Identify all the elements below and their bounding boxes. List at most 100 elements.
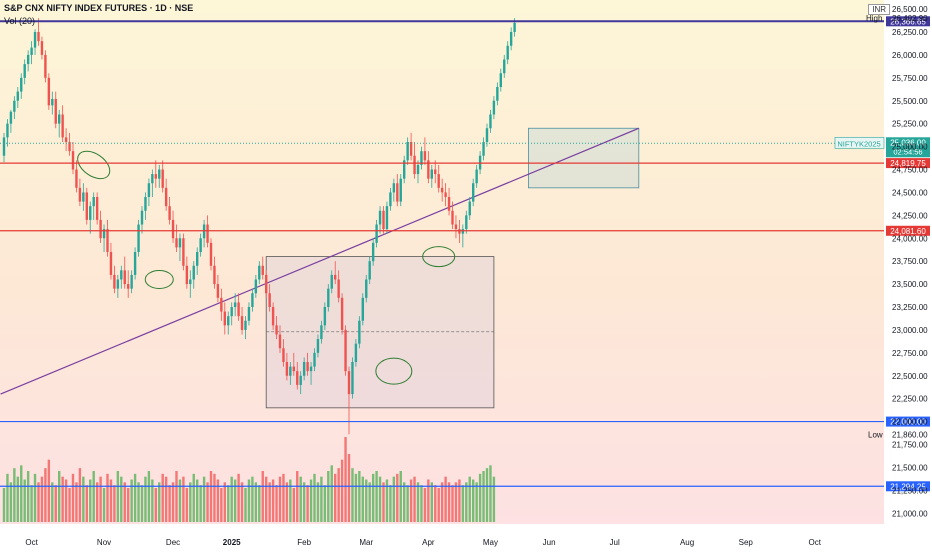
candle-body: [327, 288, 330, 307]
high-marker-label: High: [866, 14, 882, 23]
volume-bar: [233, 479, 237, 522]
candle-body: [2, 137, 6, 156]
y-tick-label: 25,750.00: [892, 74, 928, 83]
candle-body: [23, 64, 26, 78]
volume-bar: [223, 482, 226, 522]
volume-bar: [337, 468, 340, 522]
candle-body: [92, 197, 95, 207]
volume-bar: [323, 485, 327, 522]
candle-body: [216, 284, 220, 298]
candle-body: [220, 297, 223, 312]
x-tick-label: May: [483, 538, 498, 547]
candle-body: [375, 224, 378, 243]
volume-bar: [68, 488, 71, 522]
volume-bar: [175, 471, 178, 522]
volume-bar: [278, 476, 282, 522]
volume-bar: [396, 473, 399, 522]
volume-bar: [258, 485, 261, 522]
candle-body: [323, 307, 327, 326]
symbol-tag-label: NIFTYK2025: [837, 139, 880, 148]
volume-bar: [64, 479, 68, 522]
volume-bars: [2, 437, 496, 522]
candle-body: [313, 352, 316, 367]
volume-bar: [444, 476, 447, 522]
candle-body: [334, 274, 337, 280]
candle-body: [168, 206, 171, 220]
symbol-tag: [834, 136, 885, 149]
high-marker-value: 26,402.90: [892, 14, 928, 23]
volume-bar: [430, 482, 433, 522]
price-axis-background: [884, 0, 932, 550]
candle-body: [444, 192, 447, 197]
candle-body: [54, 98, 57, 124]
volume-bar: [427, 479, 430, 522]
volume-bar: [123, 482, 126, 522]
low-marker-value: 21,860.00: [892, 430, 928, 439]
volume-bar: [26, 471, 30, 522]
volume-bar: [113, 485, 116, 522]
candle-body: [178, 238, 182, 248]
volume-bar: [230, 476, 233, 522]
x-tick-label: Oct: [809, 538, 822, 547]
y-tick-label: 24,000.00: [892, 234, 928, 243]
volume-bar: [189, 482, 192, 522]
y-tick-label: 21,250.00: [892, 486, 928, 495]
price-axis[interactable]: 26,500.00 26,250.00 26,000.00 25,750.00 25,5…: [892, 5, 928, 518]
volume-bar: [58, 471, 61, 522]
candle-body: [33, 32, 37, 48]
volume-bar: [30, 485, 33, 522]
candle-body: [102, 229, 106, 239]
volume-bar: [382, 482, 385, 522]
candle-body: [237, 302, 240, 317]
candle-body: [44, 54, 47, 78]
candle-body: [171, 219, 175, 239]
candle-body: [71, 151, 75, 170]
volume-bar: [420, 485, 423, 522]
volume-bar: [13, 468, 16, 522]
candle-body: [361, 297, 364, 321]
candle-body: [513, 22, 516, 32]
candle-body: [413, 155, 416, 175]
volume-bar: [358, 471, 361, 522]
candle-body: [58, 114, 61, 124]
time-axis-background: [0, 524, 884, 550]
y-tick-label: 21,500.00: [892, 463, 928, 472]
candle-body: [61, 114, 64, 138]
candle-body: [247, 307, 251, 321]
volume-bar: [109, 479, 113, 522]
time-axis[interactable]: Oct Nov Dec 2025 Feb Mar Apr May Jun Jul Aug Sep Oct: [25, 538, 821, 547]
candle-body: [254, 279, 258, 294]
level-price-label: 21,294.25: [890, 482, 926, 491]
candle-body: [496, 87, 499, 101]
volume-bar: [120, 476, 123, 522]
candle-body: [9, 111, 13, 124]
volume-bar: [209, 471, 213, 522]
volume-bar: [475, 482, 478, 522]
volume-bar: [247, 479, 251, 522]
candle-body: [409, 142, 413, 156]
volume-bar: [316, 482, 320, 522]
horizontal-levels[interactable]: 26,366.65 24,819.75 24,081.60 22,000.00 21,2…: [0, 14, 930, 492]
volume-bar: [478, 473, 482, 522]
volume-bar: [344, 437, 347, 522]
candle-body: [392, 183, 396, 193]
volume-bar: [437, 488, 440, 522]
drawing-annotations: [0, 127, 640, 409]
candle-body: [164, 187, 168, 207]
volume-bar: [61, 476, 64, 522]
candle-body: [13, 100, 16, 112]
volume-bar: [347, 454, 351, 522]
candle-body: [427, 160, 430, 179]
candle-body: [399, 178, 402, 202]
volume-bar: [244, 488, 247, 522]
volume-bar: [154, 488, 157, 522]
volume-bar: [37, 482, 40, 522]
volume-bar: [392, 476, 396, 522]
x-tick-label: Sep: [739, 538, 754, 547]
volume-bar: [406, 485, 409, 522]
x-tick-label: Jul: [610, 538, 620, 547]
currency-label[interactable]: INR: [868, 4, 890, 15]
volume-bar: [216, 479, 220, 522]
